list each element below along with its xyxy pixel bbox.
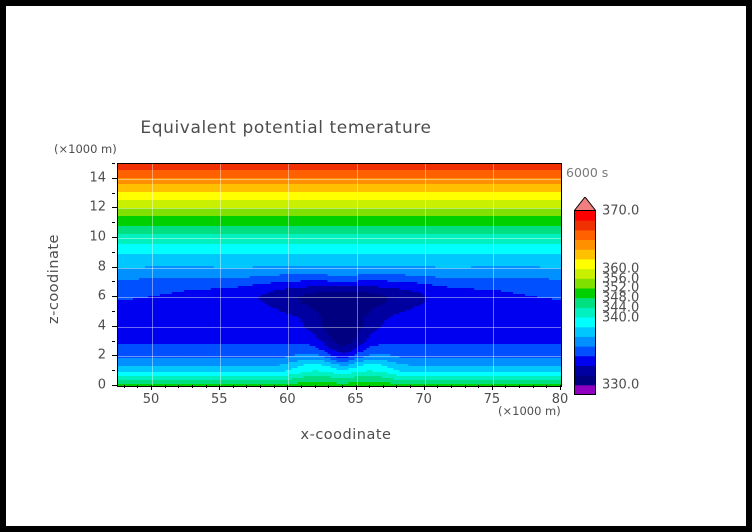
x-tick-label: 80 — [551, 392, 569, 407]
y-tick-major — [112, 237, 117, 238]
y-tick-major — [112, 266, 117, 268]
x-tick-minor — [328, 385, 330, 388]
x-tick-minor — [301, 385, 302, 388]
x-axis-title: x-coodinate — [300, 427, 392, 443]
x-tick-minor — [314, 385, 316, 388]
colorbar-tick-label: 370.0 — [602, 203, 640, 219]
y-tick-major — [112, 207, 117, 209]
gridline-vertical — [424, 164, 426, 386]
x-axis-units: (×1000 m) — [498, 404, 561, 418]
gridline-vertical — [288, 164, 290, 386]
figure-canvas: Equivalent potential temerature (×1000 m… — [6, 6, 746, 526]
colorbar-tick-label: 360.0 — [602, 261, 640, 277]
y-tick-major — [112, 325, 117, 327]
y-tick-label: 6 — [97, 288, 106, 304]
gridline-vertical — [492, 164, 494, 386]
colorbar-swatches — [574, 197, 596, 395]
x-tick-minor — [137, 385, 139, 388]
gridline-horizontal — [118, 238, 561, 239]
y-tick-major — [112, 296, 117, 298]
y-axis-title: z-coodinate — [46, 234, 62, 324]
y-tick-minor — [112, 340, 115, 342]
gridline-vertical — [356, 164, 358, 386]
gridline-vertical — [220, 164, 222, 386]
y-axis-units: (×1000 m) — [54, 142, 117, 156]
x-tick-minor — [205, 385, 207, 388]
y-tick-minor — [112, 281, 115, 283]
x-tick-minor — [123, 385, 125, 388]
y-tick-minor — [112, 370, 115, 372]
x-tick-minor — [464, 385, 466, 388]
y-tick-label: 12 — [89, 199, 106, 215]
x-tick-minor — [505, 385, 507, 388]
x-tick-major — [287, 385, 289, 390]
page-title: Equivalent potential temerature — [140, 118, 432, 138]
colorbar-tick-label: 340.0 — [602, 310, 640, 326]
y-tick-label: 2 — [97, 347, 106, 363]
x-tick-minor — [369, 385, 371, 388]
x-tick-label: 75 — [483, 392, 501, 407]
gridline-vertical — [561, 164, 562, 386]
y-tick-label: 0 — [97, 377, 106, 393]
x-tick-label: 65 — [347, 392, 364, 407]
gridline-vertical — [152, 164, 154, 386]
gridline-horizontal — [118, 178, 561, 180]
x-tick-minor — [546, 385, 548, 388]
y-tick-label: 8 — [97, 259, 106, 275]
x-tick-minor — [260, 385, 262, 388]
gridline-horizontal — [118, 208, 561, 210]
x-tick-label: 55 — [210, 392, 228, 407]
y-tick-major — [112, 385, 117, 386]
x-tick-major — [491, 385, 493, 390]
contour-field — [118, 164, 561, 386]
y-tick-major — [112, 177, 117, 179]
x-tick-label: 60 — [279, 392, 296, 407]
colorbar-tick-label: 348.0 — [602, 290, 640, 306]
x-tick-minor — [382, 385, 384, 388]
x-tick-major — [355, 385, 357, 390]
x-tick-minor — [232, 385, 234, 388]
y-tick-label: 14 — [89, 170, 106, 186]
colorbar-tick-label: 352.0 — [602, 280, 640, 296]
y-tick-label: 4 — [97, 318, 106, 334]
colorbar-tick-label: 330.0 — [602, 377, 640, 393]
y-tick-minor — [112, 222, 115, 224]
gridline-horizontal — [118, 267, 561, 269]
contour-plot-area — [117, 163, 562, 387]
y-tick-major — [112, 355, 117, 357]
x-tick-major — [219, 385, 221, 390]
y-tick-minor — [112, 251, 115, 253]
x-tick-minor — [437, 385, 439, 388]
x-tick-minor — [478, 385, 480, 388]
x-tick-major — [151, 385, 153, 390]
x-tick-minor — [164, 385, 166, 388]
x-tick-minor — [273, 385, 275, 388]
y-tick-label: 10 — [89, 229, 106, 245]
colorbar-tick-label: 356.0 — [602, 271, 640, 287]
x-tick-minor — [410, 385, 412, 388]
colorbar-tick-label: 344.0 — [602, 300, 640, 316]
x-tick-minor — [450, 385, 452, 388]
x-tick-minor — [191, 385, 193, 388]
y-tick-minor — [112, 311, 115, 312]
x-tick-minor — [519, 385, 521, 388]
colorbar[interactable] — [574, 197, 596, 395]
x-tick-minor — [178, 385, 180, 388]
y-tick-minor — [112, 192, 115, 194]
x-tick-label: 70 — [415, 392, 432, 407]
x-tick-major — [423, 385, 425, 390]
gridline-horizontal — [118, 356, 561, 358]
x-tick-minor — [341, 385, 343, 388]
y-tick-minor — [112, 163, 115, 164]
x-tick-major — [560, 385, 561, 390]
x-tick-label: 50 — [142, 392, 160, 407]
x-tick-minor — [246, 385, 248, 388]
time-stamp: 6000 s — [566, 165, 609, 180]
gridline-horizontal — [118, 326, 561, 328]
x-tick-minor — [532, 385, 534, 388]
x-tick-minor — [396, 385, 398, 388]
gridline-horizontal — [118, 297, 561, 299]
